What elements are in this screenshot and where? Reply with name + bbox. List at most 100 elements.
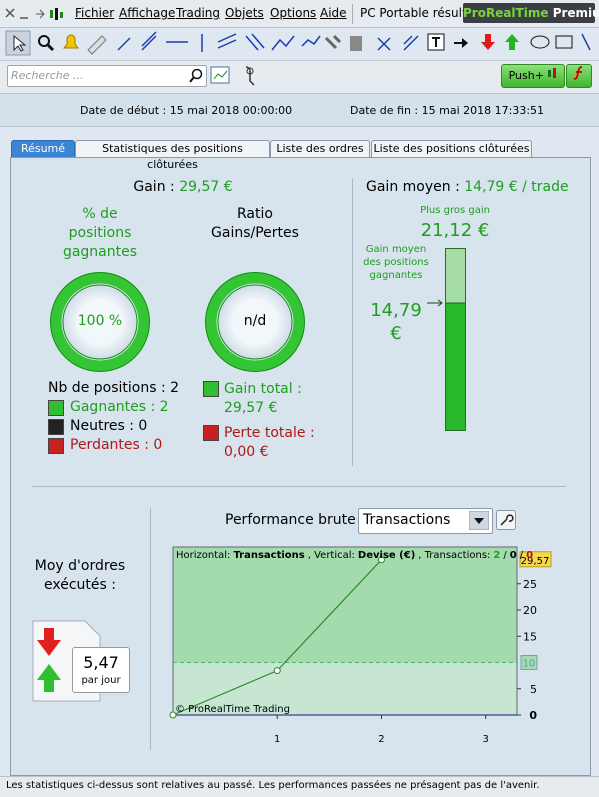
swatch-losers	[48, 438, 64, 454]
menu-item[interactable]: Objets	[225, 6, 264, 20]
win-pct-title: % de positions gagnantes	[62, 206, 138, 260]
legend-part: , Vertical:	[308, 550, 355, 561]
separator	[32, 486, 566, 487]
legend-part: Transactions	[233, 550, 304, 561]
workspace-name[interactable]: PC Portable résultat	[360, 6, 479, 20]
swatch-neutral	[48, 419, 64, 435]
orders-box: 5,47 par jour	[72, 647, 130, 693]
average-label: Gain moyen :	[366, 179, 460, 195]
push-label: Push+	[508, 69, 544, 82]
period-row	[0, 94, 599, 127]
gain-label: Gain :	[133, 179, 175, 195]
neutral: Neutres : 0	[70, 418, 148, 434]
ratio-title: Ratio Gains/Pertes	[211, 206, 299, 241]
legend-part: Devise (€)	[358, 550, 415, 561]
settings-button[interactable]	[496, 510, 516, 530]
total-loss: Perte totale : 0,00 €	[224, 424, 315, 462]
x-tick-label: 1	[274, 734, 280, 745]
orders-unit: par jour	[81, 675, 121, 686]
selector-arrow	[469, 511, 489, 530]
tab[interactable]: Liste des positions clôturées	[371, 140, 532, 157]
separator	[352, 178, 353, 466]
push-button[interactable]: Push+	[501, 64, 565, 88]
point	[377, 556, 385, 564]
selector-value: Transactions	[363, 512, 451, 528]
swatch-total-loss	[203, 425, 219, 441]
footer-note: Les statistiques ci-dessus sont relative…	[6, 780, 540, 791]
menu-item[interactable]: Aide	[320, 6, 347, 20]
legend-part: 2	[493, 550, 500, 561]
avg-win-label: Gain moyen des positions gagnantes	[363, 244, 429, 281]
y-tick-label: 25	[523, 578, 537, 591]
gain-value: 29,57 €	[179, 179, 233, 195]
selector[interactable]: Transactions	[358, 508, 493, 534]
search-icon	[189, 68, 203, 83]
formula-icon	[573, 66, 583, 80]
reference-tag	[520, 655, 538, 670]
legend-part: 0	[510, 550, 517, 561]
end-date: Date de fin : 15 mai 2018 17:33:51	[350, 104, 544, 117]
value-tag	[519, 551, 552, 568]
total-loss-value: 0,00 €	[224, 444, 269, 460]
toolbar	[5, 30, 591, 56]
max-label: Plus gros gain	[420, 205, 490, 216]
brand-badge[interactable]: ProRealTime Premium	[463, 3, 599, 23]
losers: Perdantes : 0	[70, 437, 163, 453]
orders-label: Moy d'ordres exécutés :	[34, 558, 126, 593]
menu-item[interactable]: Options	[270, 6, 317, 20]
y-tick-label: 20	[523, 604, 537, 617]
rings	[50, 272, 305, 372]
x-tick-label: 2	[378, 734, 384, 745]
performance-title: Performance brute	[225, 512, 356, 528]
average: Gain moyen : 14,79 € / trade	[366, 179, 569, 195]
positions: Nb de positions : 2	[48, 380, 180, 396]
swatch-total-gain	[203, 381, 219, 397]
plot-border	[172, 546, 518, 716]
avg-win-value: 14,79 €	[370, 300, 422, 344]
search-tools	[210, 66, 255, 86]
end-label: Date de fin :	[350, 104, 419, 117]
winners: Gagnantes : 2	[70, 399, 169, 415]
start-date: Date de début : 15 mai 2018 00:00:00	[80, 104, 292, 117]
total-gain-value: 29,57 €	[224, 400, 278, 416]
search-box[interactable]: Recherche ...	[7, 65, 207, 87]
status-bar	[0, 776, 599, 797]
swatch-winners	[48, 400, 64, 416]
brand: ProRealTime	[463, 6, 549, 20]
ratio: n/d	[243, 313, 267, 329]
average-value: 14,79 € / trade	[464, 179, 569, 195]
y-tick-label: 5	[530, 683, 537, 696]
gauge	[427, 248, 466, 431]
legend-part: /	[520, 550, 524, 561]
legend-part: , Transactions:	[418, 550, 490, 561]
tab[interactable]: Statistiques des positions clôturées	[75, 140, 270, 171]
reference-label: 10	[523, 659, 536, 670]
menu-item[interactable]: Trading	[176, 6, 221, 20]
push-icon	[548, 68, 557, 78]
chart-legend: Horizontal: Transactions , Vertical: Devise…	[176, 550, 533, 561]
credit: © ProRealTime Trading	[175, 704, 290, 715]
end-value: 15 mai 2018 17:33:51	[421, 104, 545, 117]
total-gain: Gain total : 29,57 €	[224, 380, 302, 418]
y-tick-label: 15	[523, 630, 537, 643]
formula-button[interactable]	[566, 64, 592, 88]
tab[interactable]: Liste des ordres	[270, 140, 370, 157]
separator	[150, 508, 151, 750]
separator	[352, 4, 353, 24]
max-value: 21,12 €	[420, 220, 490, 241]
value-label: 29,57	[521, 556, 550, 567]
window-controls	[5, 8, 63, 20]
tab-active[interactable]: Résumé	[11, 140, 75, 157]
legend-part: /	[503, 550, 507, 561]
orders-value: 5,47	[83, 653, 119, 672]
search-placeholder: Recherche ...	[11, 69, 84, 82]
point	[169, 711, 177, 719]
upper-zone	[173, 547, 517, 663]
x-tick-label: 3	[483, 734, 489, 745]
menu-item[interactable]: Fichier	[75, 6, 115, 20]
legend-part: Horizontal:	[176, 550, 230, 561]
menu-item[interactable]: Affichage	[119, 6, 176, 20]
y-tick-label: 0	[529, 709, 537, 722]
